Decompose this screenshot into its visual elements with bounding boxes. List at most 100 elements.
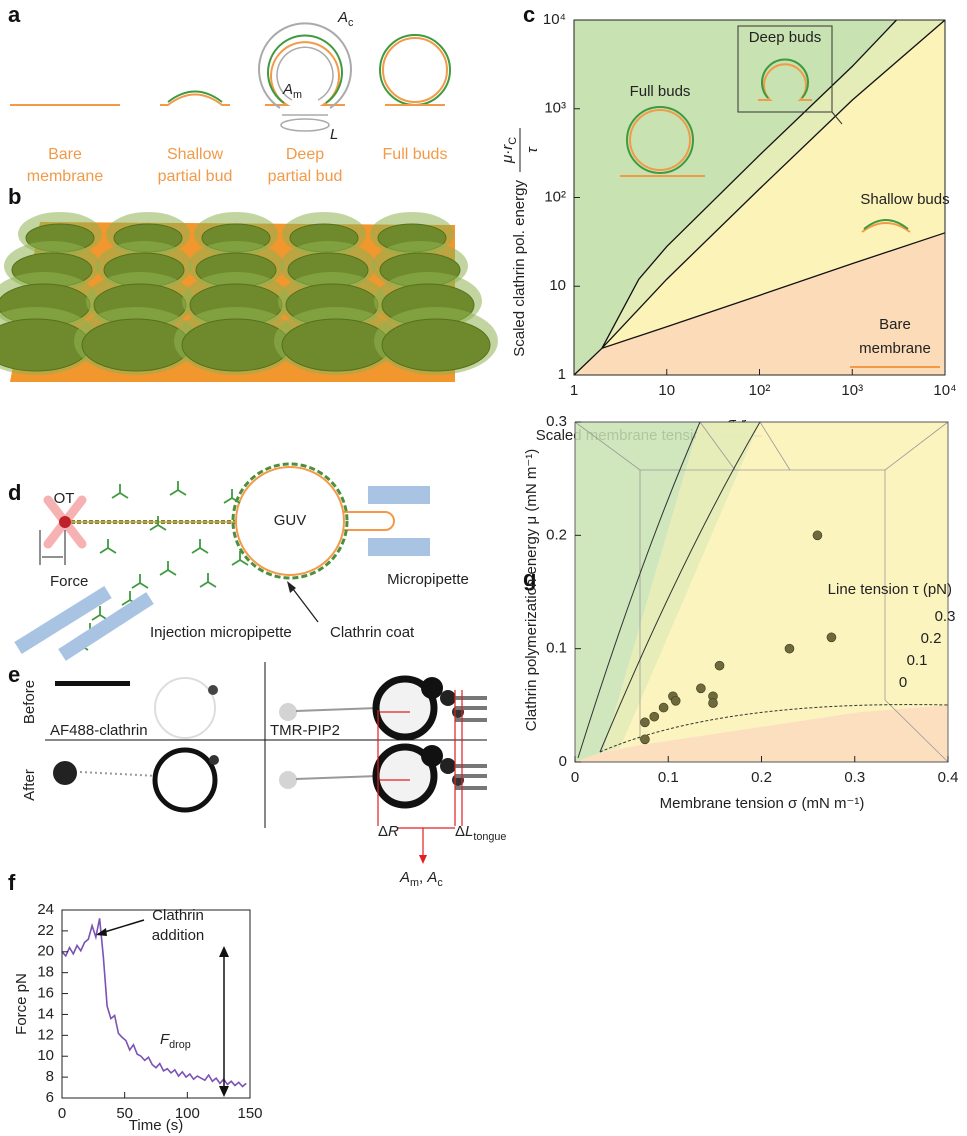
triskelion [140, 583, 148, 588]
text-part: drop [169, 1039, 191, 1051]
y-tick-label: 0.3 [546, 413, 567, 430]
data-point [696, 684, 705, 693]
page: Clathrin bud figure { "panel_labels": ["… [0, 0, 967, 1136]
text-part: tongue [473, 831, 506, 843]
x-tick-label: 0.2 [751, 769, 772, 786]
region-label: membrane [859, 340, 931, 357]
y-axis-label: Clathrin polymerization energy μ (mN m⁻¹… [523, 449, 540, 731]
triskelion [240, 560, 248, 565]
x-tick-label: 0.4 [938, 769, 959, 786]
text-part: μ·r [499, 144, 516, 164]
ot-label: OT [54, 490, 75, 507]
x-tick-label: 150 [237, 1105, 262, 1122]
bud [382, 319, 490, 371]
channel-label: TMR-PIP2 [270, 722, 340, 739]
triskelion [92, 615, 100, 620]
x-tick-label: 1 [570, 382, 578, 399]
delta-r-label: ΔR [378, 823, 399, 840]
text-part: L [330, 126, 338, 143]
neck-ellipse [281, 119, 329, 131]
data-point [827, 633, 836, 642]
blob [440, 758, 456, 774]
y-tick-label: 10³ [544, 100, 566, 117]
data-point [709, 699, 718, 708]
triskelion [224, 498, 232, 503]
text-part: A [426, 869, 437, 886]
region-label: Deep buds [749, 29, 822, 46]
data-point [640, 718, 649, 727]
x-tick-label: 10³ [841, 382, 863, 399]
region-label: Full buds [630, 83, 691, 100]
y-tick-label: 6 [46, 1089, 54, 1106]
full-bud [383, 38, 447, 102]
bead [59, 516, 71, 528]
stage-label: membrane [27, 168, 104, 185]
x-axis-label: Time (s) [129, 1117, 183, 1134]
bud [182, 319, 290, 371]
data-point [640, 735, 649, 744]
region-label: Bare [879, 316, 911, 333]
injection-label: Injection micropipette [150, 624, 292, 641]
annotation: Clathrin [152, 907, 204, 924]
blob [53, 761, 77, 785]
triskelion [132, 583, 140, 588]
y-axis-fraction-den: τ [524, 146, 541, 153]
full-bud-coat [380, 35, 450, 105]
y-tick-label: 0 [559, 753, 567, 770]
triskelion [120, 493, 128, 498]
arrow-head [219, 946, 229, 957]
y-tick-label: 10² [544, 188, 566, 205]
text-part: Δ [455, 823, 465, 840]
text-part: C [507, 137, 519, 145]
arrow-head [219, 1086, 229, 1097]
x-tick-label: 10 [658, 382, 675, 399]
stage-label: Full buds [383, 146, 448, 163]
data-point [650, 712, 659, 721]
scale-bar [55, 681, 130, 686]
channel-label: AF488-clathrin [50, 722, 148, 739]
text-part: R [388, 823, 399, 840]
panel-label: e [8, 662, 20, 687]
guv-label: GUV [274, 512, 307, 529]
x-tick-label: 0 [58, 1105, 66, 1122]
stage-label: Bare [48, 146, 82, 163]
y-tick-label: 22 [37, 922, 54, 939]
membrane-area-label: Am [282, 81, 302, 101]
area-label: Am, Ac [399, 869, 443, 889]
text-part: c [348, 17, 354, 29]
y-tick-label: 14 [37, 1005, 54, 1022]
bud [282, 319, 390, 371]
z-axis-label: Line tension τ (pN) [828, 581, 952, 598]
y-tick-label: 18 [37, 964, 54, 981]
z-tick-label: 0.1 [907, 652, 928, 669]
neck-label: L [330, 126, 338, 143]
page-body: abcdefgAcAmLBaremembraneShallowpartial b… [0, 0, 967, 1136]
stage-label: partial bud [158, 168, 233, 185]
y-axis-label: Force pN [13, 973, 30, 1035]
y-tick-label: 12 [37, 1026, 54, 1043]
triskelion [100, 548, 108, 553]
y-tick-label: 16 [37, 985, 54, 1002]
micropipette [368, 538, 430, 556]
text-part: Δ [378, 823, 388, 840]
triskelion [178, 490, 186, 495]
y-tick-label: 0.1 [546, 640, 567, 657]
triskelion [208, 582, 216, 587]
stage-label: Shallow [167, 146, 223, 163]
row-label: After [21, 769, 38, 801]
triskelion [200, 582, 208, 587]
force-label: Force [50, 573, 88, 590]
triskelion [150, 525, 158, 530]
z-tick-label: 0 [899, 674, 907, 691]
y-tick-label: 8 [46, 1068, 54, 1085]
y-tick-label: 20 [37, 943, 54, 960]
tether-dot [279, 771, 297, 789]
data-point [715, 661, 724, 670]
z-tick-label: 0.3 [935, 608, 956, 625]
stage-label: Deep [286, 146, 324, 163]
text-part: , [419, 869, 427, 886]
triskelion [158, 525, 166, 530]
coat-pointer [290, 585, 318, 622]
triskelion [168, 570, 176, 575]
